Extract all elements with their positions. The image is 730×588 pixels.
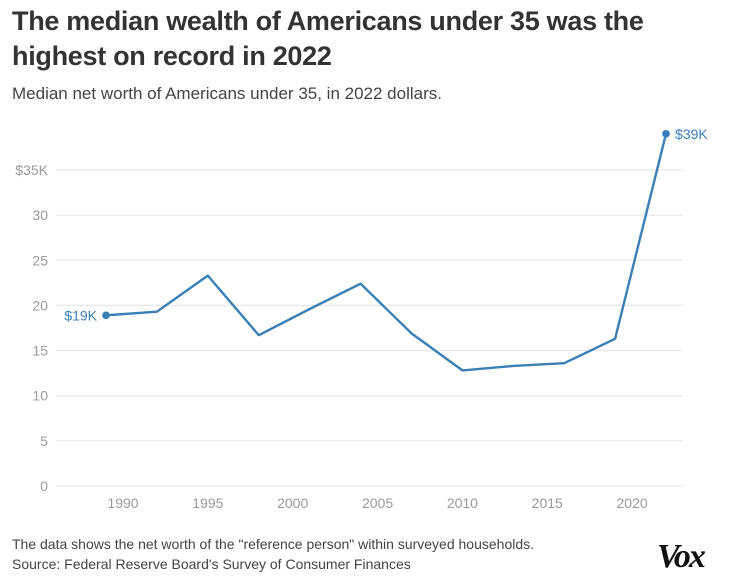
data-label: $39K [675, 126, 708, 142]
x-axis-ticks: 1990 1995 2000 2005 2010 2015 2020 [107, 495, 647, 511]
chart-footnote: The data shows the net worth of the "ref… [12, 534, 534, 574]
x-tick-label: 2020 [617, 495, 648, 511]
x-tick-label: 1990 [107, 495, 138, 511]
y-tick-label: 10 [32, 388, 48, 404]
data-point-marker [102, 311, 110, 320]
vox-logo: Vox [657, 538, 706, 575]
x-tick-label: 2005 [362, 495, 393, 511]
annotations: $19K $39K [64, 126, 708, 324]
y-tick-label: 20 [32, 297, 48, 313]
chart-title: The median wealth of Americans under 35 … [12, 6, 644, 71]
data-point-marker [662, 130, 670, 138]
y-tick-label: 0 [40, 478, 48, 494]
chart-subtitle: Median net worth of Americans under 35, … [12, 84, 442, 103]
y-tick-label: 25 [32, 252, 48, 268]
y-axis-ticks: 0 5 10 15 20 25 30 $35K [15, 162, 48, 494]
footnote-text: The data shows the net worth of the "ref… [12, 536, 535, 552]
data-label: $19K [64, 307, 97, 323]
source-text: Source: Federal Reserve Board's Survey o… [12, 556, 411, 572]
line-chart: 0 5 10 15 20 25 30 $35K 1990 1995 2000 2005 2010 201… [15, 126, 708, 511]
x-tick-label: 2015 [532, 495, 563, 511]
y-tick-label: $35K [15, 162, 48, 178]
x-tick-label: 2010 [447, 495, 478, 511]
x-tick-label: 1995 [192, 495, 223, 511]
y-tick-label: 15 [32, 343, 48, 359]
x-tick-label: 2000 [277, 495, 308, 511]
y-tick-label: 5 [40, 433, 48, 449]
series-line [105, 133, 668, 372]
series-layer [105, 133, 668, 372]
y-tick-label: 30 [32, 207, 48, 223]
gridlines [56, 169, 682, 487]
